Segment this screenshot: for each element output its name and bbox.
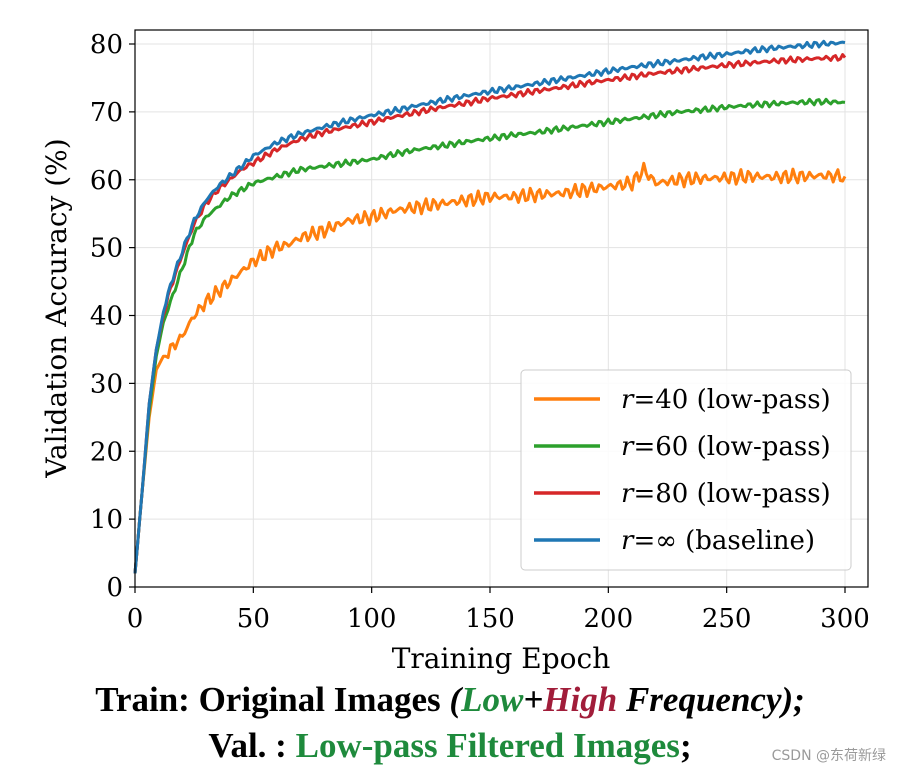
y-tick-label: 20 [90, 437, 123, 467]
legend-label-1: r=60 (low-pass) [621, 432, 831, 462]
caption-low-pass-filtered: Low-pass Filtered Images [295, 726, 680, 765]
y-tick-label: 70 [90, 98, 123, 128]
legend-text-1: =60 (low-pass) [633, 432, 830, 462]
caption-train-text: Train: Original Images [95, 680, 450, 719]
legend-label-0: r=40 (low-pass) [621, 385, 831, 415]
y-tick-label: 0 [106, 573, 123, 603]
legend-box [520, 369, 852, 571]
legend-var-2: r [621, 479, 635, 509]
series-line-3 [133, 39, 846, 574]
legend: r=40 (low-pass)r=60 (low-pass)r=80 (low-… [520, 369, 852, 571]
series-line-2 [133, 53, 847, 574]
legend-text-2: =80 (low-pass) [633, 479, 830, 509]
legend-var-3: r [621, 526, 635, 556]
y-tick-label: 60 [90, 166, 123, 196]
y-tick-label: 80 [90, 30, 123, 60]
x-tick-label: 100 [347, 604, 397, 634]
legend-var-1: r [621, 432, 635, 462]
caption-line-2: Val. : Low-pass Filtered Images; [0, 726, 900, 766]
caption-frequency: Frequency); [617, 680, 805, 719]
legend-text-0: =40 (low-pass) [633, 385, 830, 415]
y-tick-label: 30 [90, 369, 123, 399]
caption-plus: + [523, 680, 544, 719]
legend-label-3: r=∞ (baseline) [621, 526, 815, 556]
watermark: CSDN @东荷新绿 [771, 748, 886, 764]
x-tick-label: 200 [584, 604, 634, 634]
caption-line-1: Train: Original Images (Low+High Frequen… [0, 680, 900, 720]
plot-frame [134, 29, 869, 588]
x-axis-label: Training Epoch [392, 642, 611, 675]
x-tick-label: 50 [237, 604, 270, 634]
legend-label-2: r=80 (low-pass) [621, 479, 831, 509]
axis-ticks: 0 50 100 150 200 250 300 0 10 20 30 40 50 60 70 80 [90, 30, 870, 634]
legend-text-3: =∞ (baseline) [633, 526, 815, 556]
x-tick-label: 250 [702, 604, 752, 634]
series-line-1 [133, 97, 846, 574]
x-tick-label: 300 [820, 604, 870, 634]
y-tick-label: 40 [90, 302, 123, 332]
caption-high: High [543, 680, 618, 719]
caption-open-paren: ( [449, 680, 462, 719]
caption-semicolon: ; [679, 726, 692, 765]
x-tick-label: 0 [127, 604, 144, 634]
legend-var-0: r [621, 385, 635, 415]
caption-low: Low [461, 680, 524, 719]
line-chart: 0 50 100 150 200 250 300 0 10 20 30 40 50 60 70 80 Trai… [40, 29, 870, 675]
y-tick-label: 10 [90, 505, 123, 535]
series-lines [133, 39, 847, 574]
y-tick-label: 50 [90, 234, 123, 264]
y-axis-label: Validation Accuracy (%) [40, 138, 73, 478]
caption-val-text: Val. : [208, 726, 296, 765]
series-line-0 [133, 161, 847, 574]
x-tick-label: 150 [465, 604, 515, 634]
